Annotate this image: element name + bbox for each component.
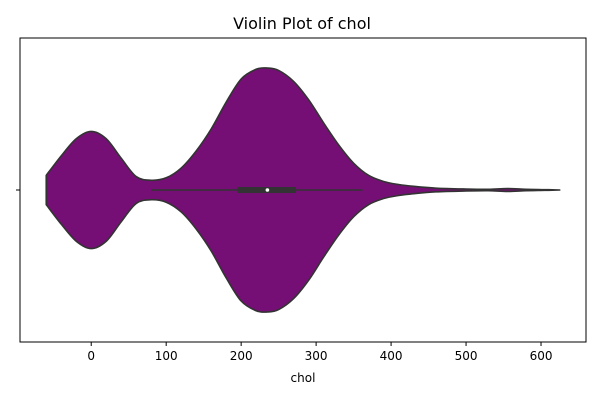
x-tick-label: 400 xyxy=(380,349,403,363)
x-tick-label: 600 xyxy=(530,349,553,363)
x-tick-label: 0 xyxy=(87,349,95,363)
x-tick-label: 300 xyxy=(305,349,328,363)
x-tick-label: 100 xyxy=(155,349,178,363)
x-axis-label: chol xyxy=(291,371,316,385)
median-point xyxy=(265,188,270,192)
x-tick-label: 500 xyxy=(455,349,478,363)
box-layer xyxy=(151,187,363,193)
x-axis-ticks: 0 100 200 300 400 500 600 xyxy=(87,342,552,363)
x-tick-label: 200 xyxy=(230,349,253,363)
chart-title: Violin Plot of chol xyxy=(233,14,371,33)
